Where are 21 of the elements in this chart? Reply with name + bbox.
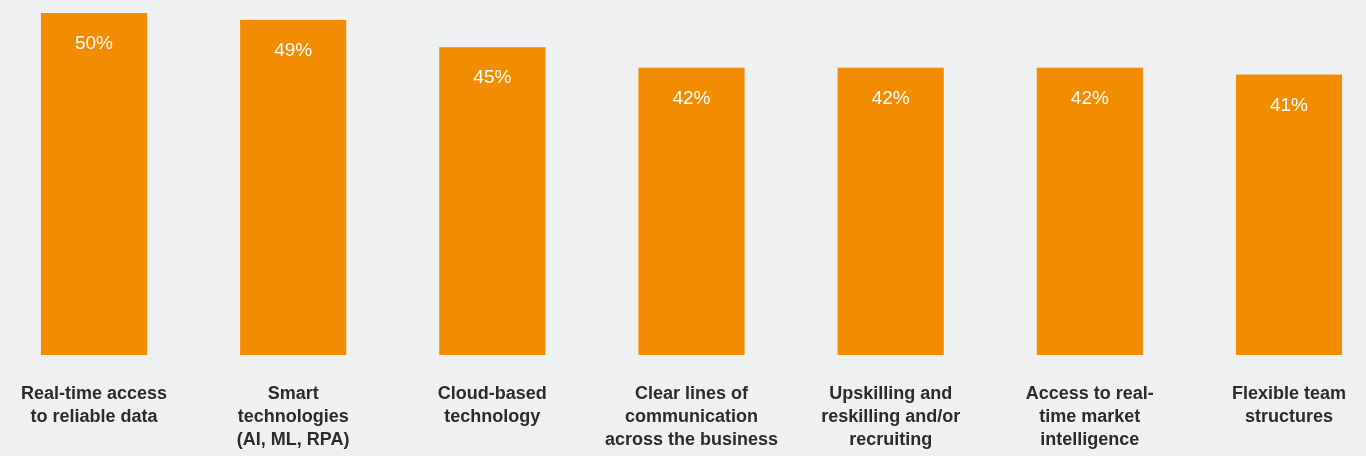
data-label: 49% (274, 38, 313, 60)
data-label: 45% (473, 66, 512, 88)
data-label: 42% (871, 86, 910, 108)
bar (1235, 74, 1343, 355)
bar (837, 67, 944, 355)
x-tick-label: Smart technologies (AI, ML, RPA) (236, 383, 350, 449)
x-tick-label: Clear lines of communication across the business (604, 383, 779, 449)
x-tick-label: Cloud-based technology (437, 383, 547, 426)
bar (1036, 67, 1143, 355)
x-tick-label: Upskilling and reskilling and/or recruiting (821, 383, 961, 449)
bar (240, 19, 347, 355)
data-label: 42% (1070, 86, 1109, 108)
x-tick-label: Flexible team structures (1231, 383, 1347, 426)
x-tick-label: Access to real- time market intelligence (1025, 383, 1154, 449)
data-label: 50% (74, 32, 114, 53)
bar (439, 47, 546, 355)
x-tick-label: Real-time access to reliable data (20, 383, 168, 426)
bar (40, 13, 148, 355)
bar (638, 67, 745, 355)
data-label: 41% (1269, 93, 1309, 115)
data-label: 42% (672, 86, 711, 108)
